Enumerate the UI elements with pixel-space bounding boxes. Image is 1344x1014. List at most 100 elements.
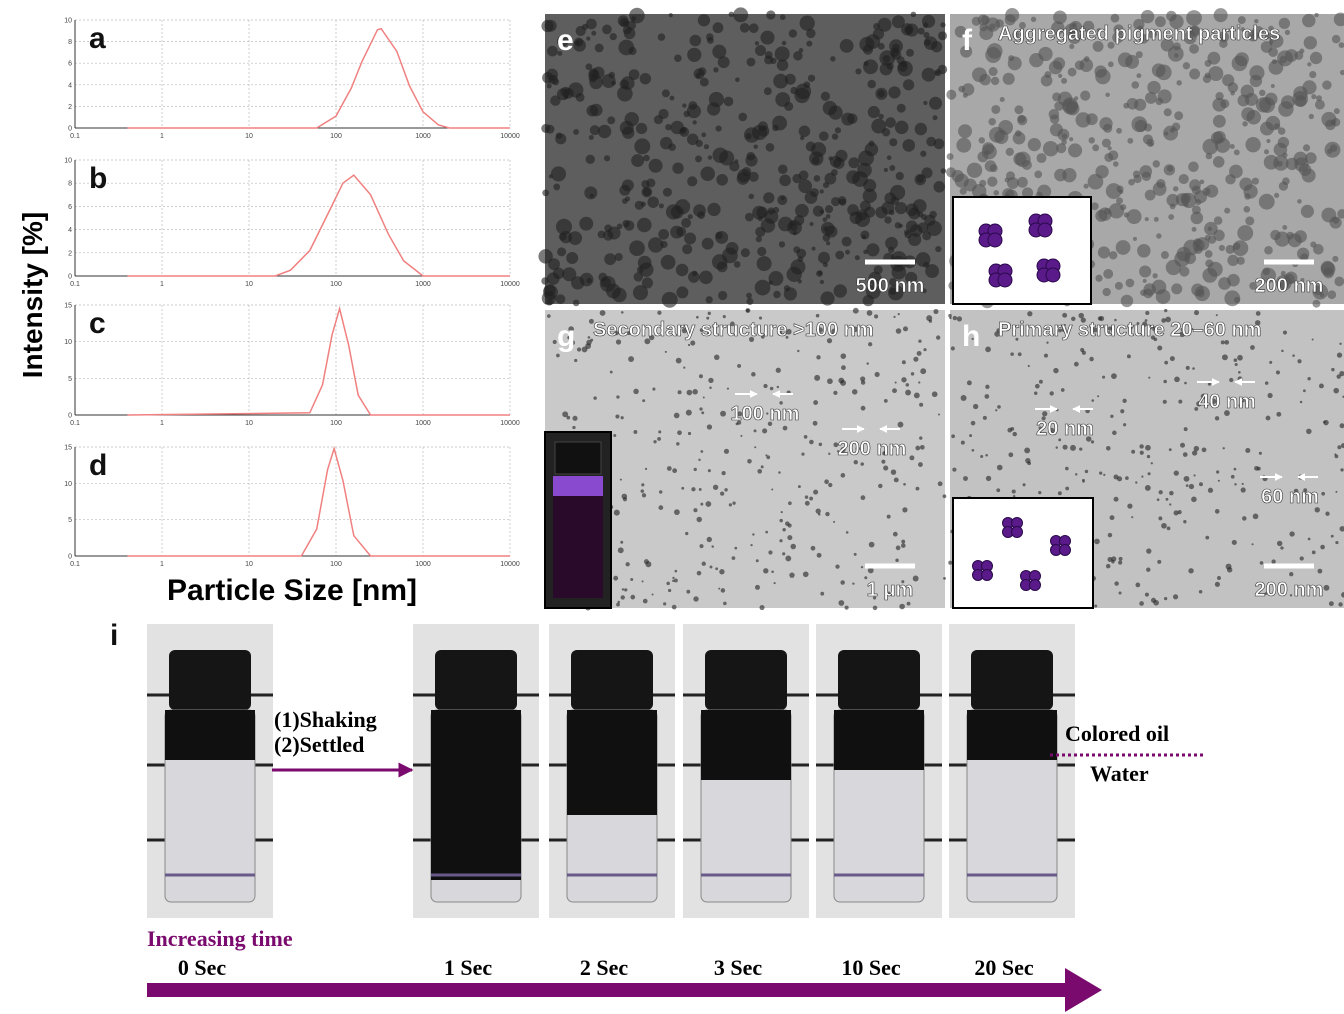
texture — [683, 111, 689, 117]
texture — [913, 576, 919, 582]
texture — [1058, 74, 1062, 78]
texture — [947, 153, 954, 160]
texture — [1149, 142, 1153, 146]
texture — [871, 119, 886, 134]
texture — [1108, 61, 1114, 67]
texture — [1274, 193, 1279, 198]
texture — [1323, 268, 1334, 279]
oil-layer — [165, 710, 255, 760]
texture — [911, 372, 914, 375]
texture — [573, 300, 580, 307]
texture — [896, 328, 902, 334]
texture — [1148, 472, 1151, 475]
texture — [1177, 247, 1191, 261]
texture — [1161, 523, 1167, 529]
texture — [1031, 17, 1036, 22]
texture — [734, 261, 741, 268]
y-tick-label: 10 — [64, 481, 72, 488]
texture — [1104, 153, 1113, 162]
texture — [905, 24, 918, 37]
texture — [819, 443, 822, 446]
texture — [1309, 114, 1314, 119]
texture — [806, 41, 812, 47]
texture — [1024, 447, 1030, 453]
texture — [1085, 470, 1088, 473]
texture — [816, 314, 820, 318]
texture — [840, 39, 854, 53]
texture — [1145, 217, 1149, 221]
texture — [665, 124, 671, 130]
texture — [699, 374, 703, 378]
vial-cap — [555, 442, 601, 474]
texture — [891, 469, 896, 474]
texture — [1166, 498, 1169, 501]
texture — [770, 387, 774, 391]
texture — [658, 430, 661, 433]
texture — [828, 106, 842, 120]
texture — [929, 211, 936, 218]
texture — [852, 582, 854, 584]
texture — [892, 15, 905, 28]
y-tick-label: 5 — [68, 376, 72, 383]
texture — [1188, 161, 1199, 172]
texture — [778, 471, 781, 474]
texture — [711, 545, 713, 547]
texture — [1271, 559, 1275, 563]
x-tick-label: 0.1 — [70, 133, 80, 140]
panel-label: c — [89, 307, 106, 340]
time-label: 3 Sec — [714, 955, 763, 980]
texture — [683, 366, 685, 368]
texture — [672, 468, 677, 473]
texture — [1307, 377, 1310, 380]
texture — [699, 544, 703, 548]
texture — [602, 25, 612, 35]
texture — [1320, 545, 1325, 550]
texture — [1323, 421, 1326, 424]
texture — [691, 487, 695, 491]
x-tick-label: 1 — [160, 281, 164, 288]
texture — [922, 68, 936, 82]
texture — [1157, 498, 1160, 501]
texture — [1069, 137, 1073, 141]
texture — [643, 188, 651, 196]
texture — [1239, 178, 1252, 191]
texture — [771, 488, 773, 490]
vial-cap — [971, 650, 1053, 710]
texture — [810, 222, 814, 226]
texture — [778, 164, 788, 174]
texture — [719, 569, 724, 574]
texture — [1066, 102, 1080, 116]
texture — [874, 265, 883, 274]
texture — [676, 286, 688, 298]
texture — [628, 356, 634, 362]
texture — [1139, 601, 1144, 606]
texture — [551, 166, 566, 181]
texture — [915, 446, 920, 451]
texture — [566, 252, 578, 264]
texture — [1237, 376, 1242, 381]
texture — [652, 388, 655, 391]
texture — [697, 571, 702, 576]
texture — [813, 421, 818, 426]
texture — [963, 476, 968, 481]
texture — [1277, 541, 1282, 546]
texture — [1191, 497, 1197, 503]
texture — [1007, 428, 1012, 433]
x-tick-label: 1000 — [415, 281, 431, 288]
inset — [953, 197, 1091, 304]
texture — [1091, 399, 1094, 402]
texture — [747, 58, 756, 67]
texture — [1319, 384, 1324, 389]
texture — [1315, 100, 1325, 110]
texture — [985, 385, 989, 389]
texture — [1029, 53, 1043, 67]
texture — [589, 135, 594, 140]
texture — [719, 150, 734, 165]
texture — [854, 460, 858, 464]
texture — [658, 109, 668, 119]
texture — [630, 595, 635, 600]
texture — [1158, 516, 1162, 520]
texture — [915, 174, 926, 185]
x-axis-label: Particle Size [nm] — [167, 574, 417, 607]
texture — [1322, 80, 1331, 89]
